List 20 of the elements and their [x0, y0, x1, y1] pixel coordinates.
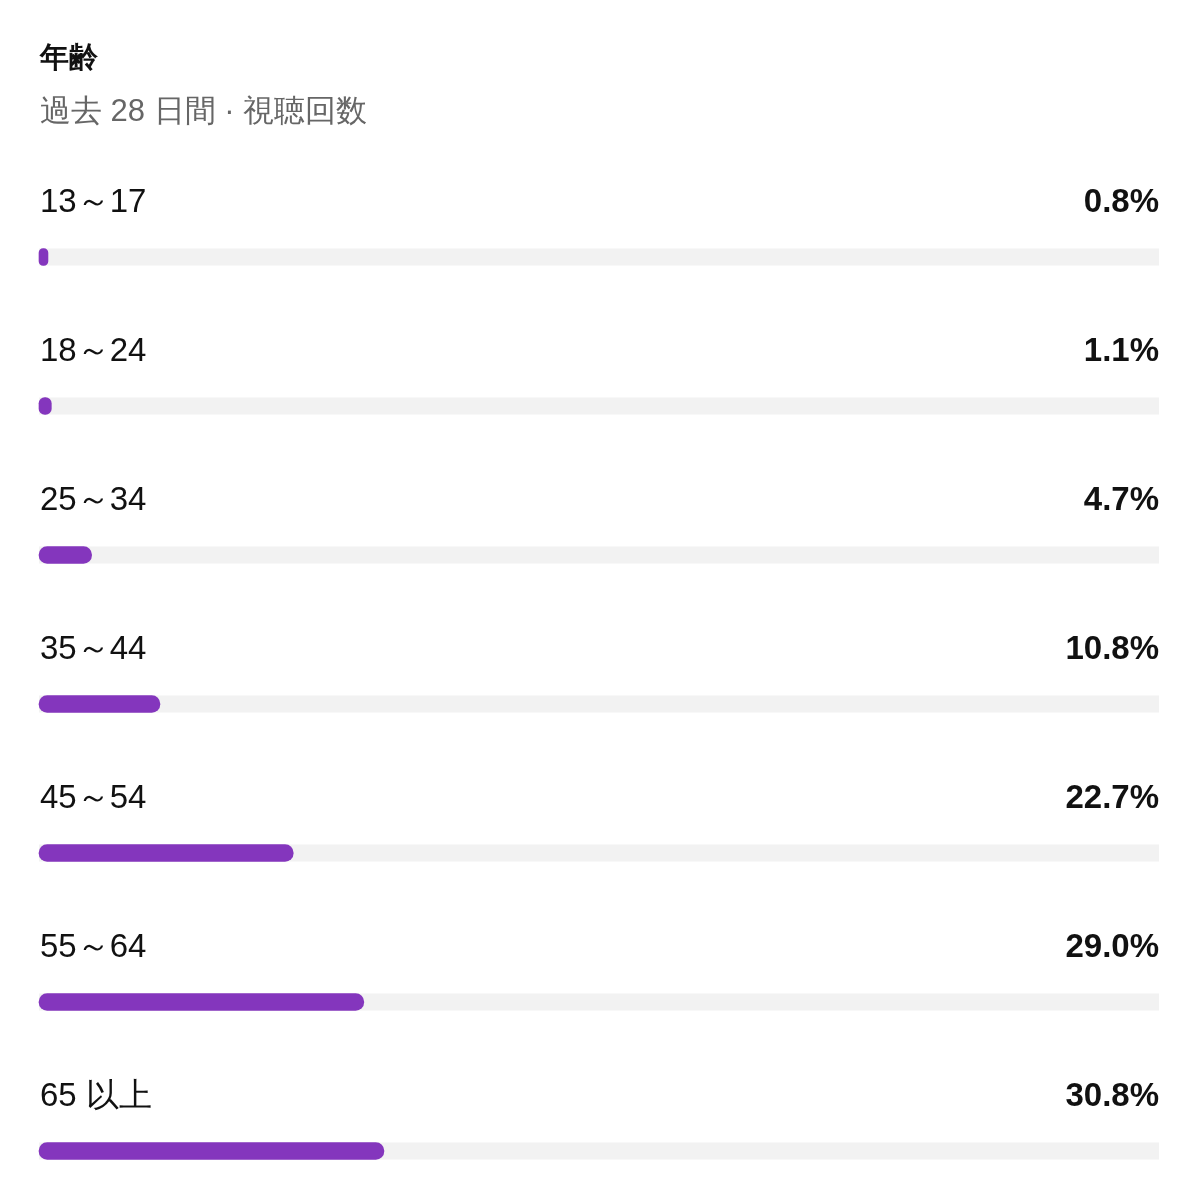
bar: [38, 993, 365, 1011]
y-tick-label: 55～64: [40, 927, 147, 965]
y-tick-label: 35～44: [40, 629, 147, 667]
data-label: 1.1%: [1083, 331, 1159, 369]
data-label: 29.0%: [1065, 927, 1159, 965]
chart-subtitle: 過去 28 日間 · 視聴回数: [40, 92, 368, 130]
data-label: 4.7%: [1083, 480, 1159, 518]
bar: [38, 1142, 385, 1160]
chart-title: 年齢: [40, 40, 98, 75]
y-tick-label: 18～24: [40, 331, 147, 369]
y-tick-label: 65 以上: [40, 1076, 152, 1114]
y-tick-label: 45～54: [40, 778, 147, 816]
data-label: 0.8%: [1083, 182, 1159, 220]
data-label: 22.7%: [1065, 778, 1159, 816]
y-tick-label: 25～34: [40, 480, 147, 518]
bar: [38, 844, 294, 862]
bar: [38, 695, 161, 713]
data-label: 30.8%: [1065, 1076, 1159, 1114]
y-tick-label: 13～17: [40, 182, 147, 220]
data-label: 10.8%: [1065, 629, 1159, 667]
